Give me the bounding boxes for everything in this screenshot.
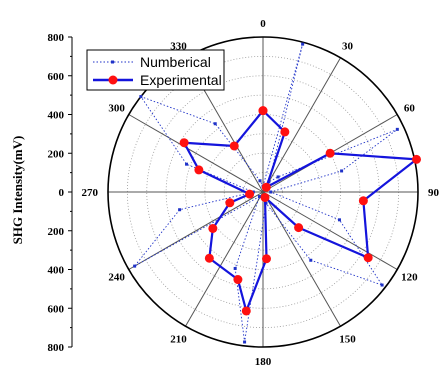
numerical-point: [395, 127, 399, 131]
angle-tick-label: 270: [82, 187, 99, 199]
angle-tick-label: 150: [339, 333, 356, 345]
experimental-point: [229, 141, 239, 151]
legend-numerical-marker: [111, 60, 114, 64]
angle-tick-label: 30: [342, 41, 354, 53]
numerical-point: [309, 258, 313, 262]
experimental-point: [260, 192, 270, 202]
experimental-point: [258, 106, 268, 116]
angular-spoke: [185, 191, 264, 327]
angle-tick-label: 180: [255, 356, 272, 367]
angle-tick-label: 210: [170, 333, 187, 345]
radial-tick-label: 600: [48, 71, 65, 83]
legend-numerical-label: Numberical: [140, 54, 211, 70]
y-axis-label: SHG Intensity(mV): [10, 136, 25, 245]
experimental-point: [179, 138, 189, 148]
angular-spoke: [262, 191, 341, 327]
numerical-point: [243, 340, 247, 344]
numerical-point: [185, 162, 189, 166]
experimental-point: [233, 275, 243, 285]
radial-tick-label: 400: [48, 265, 65, 277]
numerical-point: [133, 264, 137, 268]
legend: Numberical Experimental: [86, 49, 225, 91]
radial-tick-label: 800: [48, 32, 65, 44]
numerical-point: [276, 175, 280, 179]
legend-experimental-label: Experimental: [140, 72, 222, 88]
experimental-point: [241, 306, 251, 316]
legend-experimental-marker: [108, 75, 118, 85]
numerical-point: [269, 190, 273, 194]
experimental-point: [280, 127, 290, 137]
numerical-point: [301, 42, 305, 46]
angle-tick-label: 60: [404, 103, 416, 115]
experimental-point: [245, 189, 255, 199]
numerical-point: [233, 266, 237, 270]
radial-tick-label: 0: [59, 187, 65, 199]
angle-tick-label: 240: [108, 272, 125, 284]
experimental-point: [225, 198, 235, 208]
tick-layer: 800 600 400 200 0 200 400 600 800 0 30 60 90 120 150 18…: [48, 18, 439, 367]
series-layer: [133, 42, 422, 344]
radial-tick-label: 200: [48, 148, 65, 160]
experimental-point: [363, 253, 373, 263]
angular-spoke: [128, 114, 264, 193]
numerical-point: [340, 169, 344, 173]
angular-spoke: [262, 191, 398, 270]
experimental-point: [412, 154, 422, 164]
numerical-point: [380, 283, 384, 287]
experimental-point: [294, 223, 304, 233]
numerical-point: [257, 195, 261, 199]
outer-circle: [107, 36, 419, 348]
experimental-series-line: [183, 109, 418, 313]
experimental-point: [358, 196, 368, 206]
angle-tick-label: 300: [108, 103, 125, 115]
angular-spoke: [262, 57, 341, 193]
angle-tick-label: 90: [428, 187, 439, 199]
numerical-point: [337, 218, 341, 222]
numerical-point: [213, 122, 217, 126]
radial-tick-label: 200: [48, 226, 65, 238]
angle-tick-label: 0: [260, 18, 266, 30]
radial-tick-label: 600: [48, 303, 65, 315]
legend-box: [86, 49, 225, 91]
radial-tick-label: 800: [48, 342, 65, 354]
experimental-point: [325, 148, 335, 158]
angle-tick-label: 120: [401, 272, 418, 284]
radial-tick-label: 400: [48, 110, 65, 122]
experimental-point: [208, 223, 218, 233]
experimental-point: [262, 254, 271, 264]
experimental-point: [194, 165, 204, 175]
numerical-point: [178, 208, 182, 212]
numerical-point: [258, 179, 262, 183]
experimental-point: [261, 182, 271, 192]
experimental-point: [204, 253, 214, 263]
numerical-point: [139, 95, 143, 99]
